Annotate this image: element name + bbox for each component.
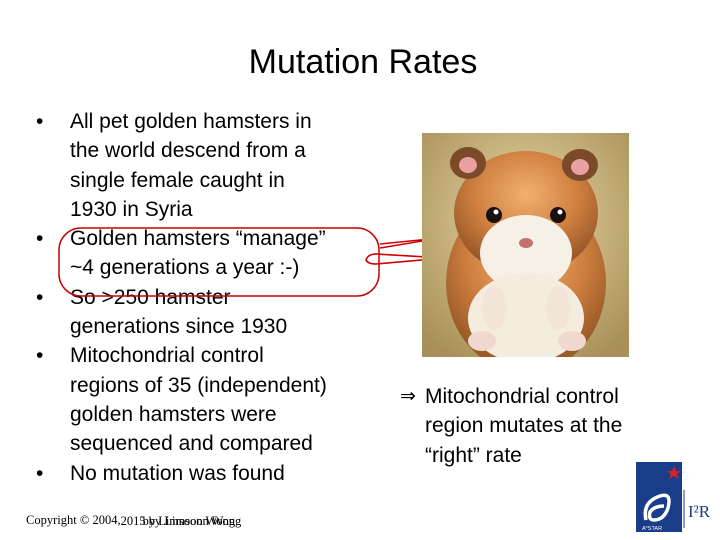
bullet-line: sequenced and compared [70, 432, 313, 456]
bullet-line: 1930 in Syria [70, 197, 193, 221]
slide-title: Mutation Rates [248, 43, 478, 81]
bullet-marker: • [36, 227, 44, 251]
bullet-marker: • [36, 344, 44, 368]
implies-arrow: ⇒ [400, 385, 416, 407]
logo-icon: A*STAR I²R [636, 462, 711, 532]
bullet-marker: • [36, 285, 44, 309]
bullet-item: • Mitochondrial control regions of 35 (i… [36, 341, 386, 458]
bullet-line: generations since 1930 [70, 315, 288, 339]
bullet-line: ~4 generations a year :-) [70, 256, 300, 280]
copyright-prefix: Copyright © 2004, [26, 513, 121, 527]
bullet-item: • No mutation was found [36, 459, 386, 488]
bullet-item: • So >250 hamster generations since 1930 [36, 283, 386, 342]
bullet-line: All pet golden hamsters in [70, 110, 312, 133]
bullet-line: regions of 35 (independent) [70, 373, 327, 397]
copyright-footer: Copyright © 2004, 2015 by Limsoon Wong by… [26, 512, 241, 528]
conclusion-line: Mitochondrial control [425, 385, 619, 408]
conclusion-line: region mutates at the [425, 414, 623, 438]
copyright-text-b: by Limsoon Wong [142, 514, 236, 528]
bullet-line: No mutation was found [70, 461, 285, 485]
bullet-item: • Golden hamsters “manage” ~4 generation… [36, 224, 386, 283]
bullet-line: Mitochondrial control [70, 344, 264, 368]
bullet-line: So >250 hamster [70, 285, 231, 309]
bullet-line: the world descend from a [70, 139, 306, 163]
hamster-photo [422, 133, 629, 357]
bullet-line: single female caught in [70, 168, 285, 192]
bullet-list: • All pet golden hamsters in the world d… [36, 107, 386, 488]
bullet-marker: • [36, 110, 44, 133]
hamster-illustration [422, 133, 629, 357]
svg-text:A*STAR: A*STAR [642, 526, 662, 532]
bullet-marker: • [36, 461, 44, 485]
conclusion-text: ⇒ Mitochondrial control region mutates a… [400, 382, 720, 470]
astar-i2r-logo: A*STAR I²R [634, 462, 714, 534]
bullet-item: • All pet golden hamsters in the world d… [36, 107, 386, 224]
callout-pointer [380, 237, 440, 249]
bullet-line: golden hamsters were [70, 402, 277, 426]
copyright-text-a: 2015 by Limsoon Wong [120, 514, 242, 528]
svg-text:I²R: I²R [688, 502, 711, 521]
bullet-line: Golden hamsters “manage” [70, 227, 326, 251]
callout-oval [58, 227, 380, 297]
conclusion-line: “right” rate [425, 443, 522, 467]
